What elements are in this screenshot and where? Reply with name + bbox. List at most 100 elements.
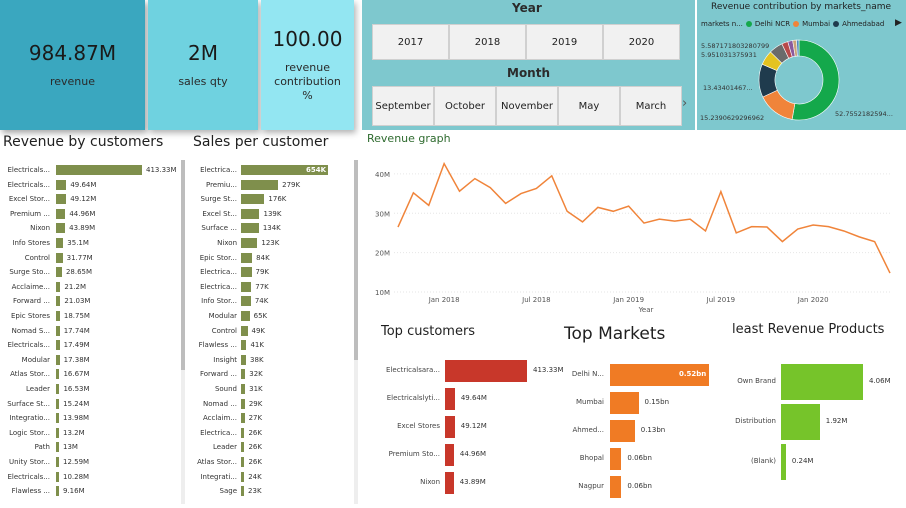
row-label: Control xyxy=(211,326,237,335)
row-bar[interactable] xyxy=(241,296,251,307)
row-bar[interactable] xyxy=(56,486,59,497)
row-bar[interactable] xyxy=(241,311,250,321)
month-button-november[interactable]: November xyxy=(496,86,558,126)
row-bar[interactable] xyxy=(241,486,245,497)
row-label: Integrati... xyxy=(200,472,237,481)
row-label: Excel St... xyxy=(202,209,237,218)
bar[interactable] xyxy=(445,360,527,382)
bar[interactable] xyxy=(445,416,455,438)
row-bar[interactable] xyxy=(241,267,252,278)
legend-next-icon[interactable]: ▶ xyxy=(895,18,902,28)
row-bar[interactable] xyxy=(241,471,245,482)
row-value: 12.59M xyxy=(63,458,90,466)
bar[interactable] xyxy=(781,404,820,440)
month-button-september[interactable]: September xyxy=(372,86,434,126)
scrollbar-thumb[interactable] xyxy=(181,160,185,370)
row-bar[interactable] xyxy=(241,208,260,219)
bar[interactable] xyxy=(781,364,863,400)
row-bar[interactable] xyxy=(56,165,142,175)
row-bar[interactable] xyxy=(241,384,246,394)
row-bar[interactable] xyxy=(56,267,62,278)
row-value: 31.77M xyxy=(66,253,93,262)
bar[interactable] xyxy=(610,364,709,386)
bar[interactable] xyxy=(781,444,786,480)
row-bar[interactable] xyxy=(56,384,60,394)
row-bar[interactable] xyxy=(241,427,245,438)
bar-label: Delhi N... xyxy=(571,370,604,378)
row-bar[interactable] xyxy=(241,325,248,336)
row-label: Info Stores xyxy=(12,239,50,247)
bar[interactable] xyxy=(610,392,639,414)
bar-value: 0.15bn xyxy=(644,398,670,406)
row-bar[interactable] xyxy=(56,471,59,482)
row-bar[interactable] xyxy=(241,223,259,234)
top-customers-title: Top customers xyxy=(381,324,476,339)
row-bar[interactable] xyxy=(56,311,60,321)
sales-qty-kpi-card[interactable]: 2M sales qty xyxy=(148,0,258,130)
row-bar[interactable] xyxy=(56,179,67,190)
month-button-october[interactable]: October xyxy=(434,86,496,126)
row-bar[interactable] xyxy=(56,223,66,234)
row-bar[interactable] xyxy=(56,427,59,438)
month-button-march[interactable]: March xyxy=(620,86,682,126)
row-value: 29K xyxy=(248,399,263,408)
row-bar[interactable] xyxy=(56,296,61,307)
row-bar[interactable] xyxy=(56,398,60,409)
contribution-kpi-card[interactable]: 100.00 revenue contribution % xyxy=(261,0,354,130)
month-button-may[interactable]: May xyxy=(558,86,620,126)
revenue-value: 984.87M xyxy=(28,41,117,65)
row-bar[interactable] xyxy=(241,457,245,467)
row-label: Excel Stor... xyxy=(8,195,50,204)
donut-chart[interactable] xyxy=(757,38,841,122)
year-button-2018[interactable]: 2018 xyxy=(449,24,526,60)
row-bar[interactable] xyxy=(56,252,63,263)
y-tick-label: 30M xyxy=(375,210,390,218)
row-bar[interactable] xyxy=(56,413,59,424)
year-button-2019[interactable]: 2019 xyxy=(526,24,603,60)
row-bar[interactable] xyxy=(241,369,246,380)
row-bar[interactable] xyxy=(241,281,252,292)
bar[interactable] xyxy=(610,476,622,498)
bar[interactable] xyxy=(610,448,622,470)
bar[interactable] xyxy=(445,388,455,410)
row-bar[interactable] xyxy=(241,252,253,263)
revenue-series-line[interactable] xyxy=(397,161,891,274)
row-label: Electricals... xyxy=(7,341,51,350)
row-label: Sage xyxy=(219,487,237,496)
scrollbar-thumb[interactable] xyxy=(354,160,358,360)
year-button-2020[interactable]: 2020 xyxy=(603,24,680,60)
revenue-kpi-card[interactable]: 984.87M revenue xyxy=(0,0,145,130)
year-button-2017[interactable]: 2017 xyxy=(372,24,449,60)
bar[interactable] xyxy=(610,420,635,442)
row-bar[interactable] xyxy=(56,457,59,467)
row-bar[interactable] xyxy=(56,281,61,292)
row-bar[interactable] xyxy=(241,340,247,351)
revenue-line-chart[interactable]: 10M 20M 30M 40M Jan 2018 Jul 2018 Jan 2019 Jul … xyxy=(362,148,906,318)
row-bar[interactable] xyxy=(241,354,247,365)
row-bar[interactable] xyxy=(56,354,60,365)
row-bar[interactable] xyxy=(56,442,59,453)
row-bar[interactable] xyxy=(241,194,265,205)
row-value: 21.03M xyxy=(64,297,91,306)
row-bar[interactable] xyxy=(241,238,258,248)
row-bar[interactable] xyxy=(56,194,67,205)
row-bar[interactable] xyxy=(241,442,245,453)
row-label: Modular xyxy=(21,355,50,364)
row-bar[interactable] xyxy=(56,325,60,336)
donut-slice[interactable] xyxy=(791,39,840,121)
row-bar[interactable] xyxy=(56,208,66,219)
row-label: Forward ... xyxy=(199,370,237,379)
donut-slice[interactable] xyxy=(796,39,800,57)
bar[interactable] xyxy=(445,444,454,466)
chevron-right-icon[interactable]: › xyxy=(682,96,688,111)
legend-dot-mumbai xyxy=(793,21,800,27)
bar[interactable] xyxy=(445,472,454,494)
row-bar[interactable] xyxy=(56,369,60,380)
row-value: 21.2M xyxy=(64,282,87,291)
row-bar[interactable] xyxy=(241,413,245,424)
row-bar[interactable] xyxy=(241,165,328,175)
row-bar[interactable] xyxy=(56,238,64,248)
row-bar[interactable] xyxy=(241,398,245,409)
row-bar[interactable] xyxy=(241,179,279,190)
row-bar[interactable] xyxy=(56,340,60,351)
